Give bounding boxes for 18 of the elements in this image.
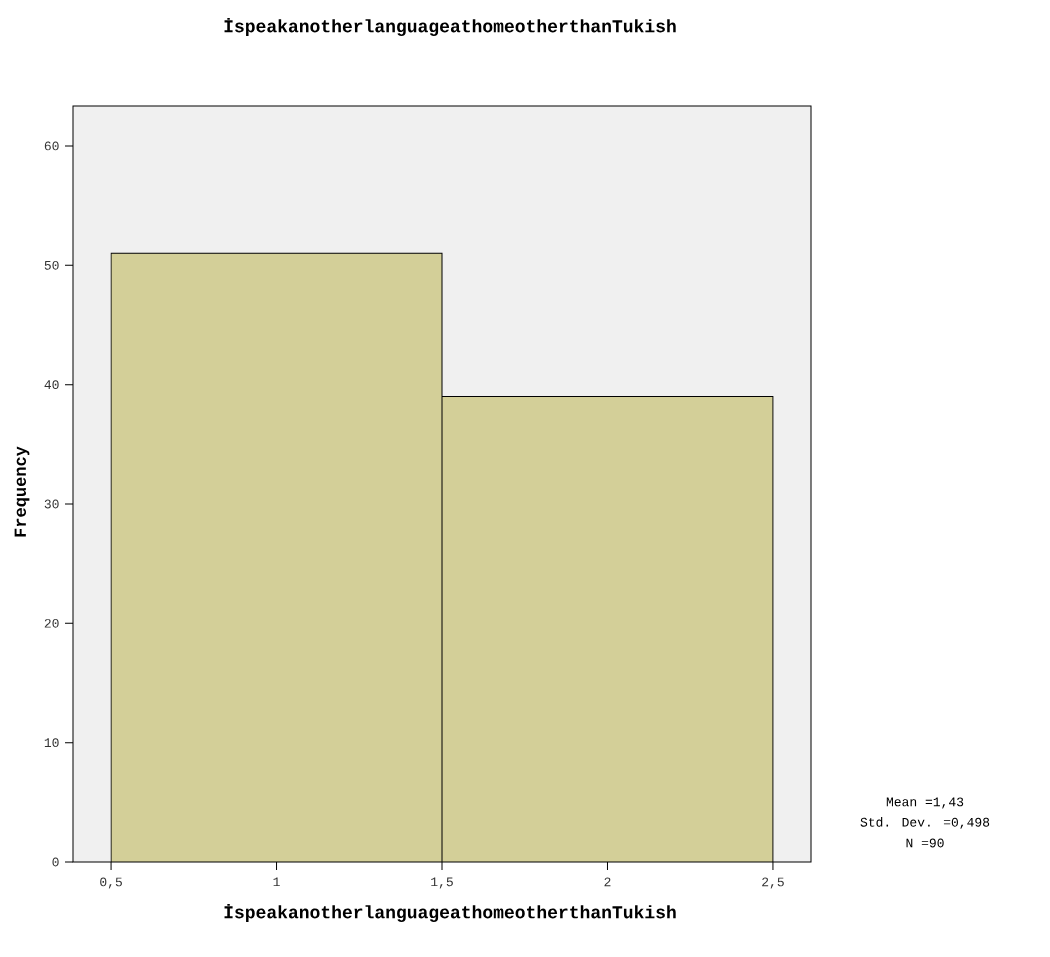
x-tick-label: 1 <box>273 877 280 887</box>
y-axis-title: Frequency <box>14 446 30 537</box>
x-tick-label: 1,5 <box>431 877 453 889</box>
x-tick-label: 0,5 <box>100 877 122 889</box>
x-axis-title: İspeakanotherlanguageathomeotherthanTukish <box>224 903 676 923</box>
text: Std. Dev. =0,498 <box>860 817 990 829</box>
text: N =90 <box>906 838 944 848</box>
y-tick-label: 10 <box>44 738 59 748</box>
y-tick-label: 50 <box>44 260 59 270</box>
y-tick-label: 40 <box>44 380 59 390</box>
y-tick-label: 60 <box>44 141 59 151</box>
y-tick-label: 30 <box>44 499 59 509</box>
text: Mean =1,43 <box>886 797 964 809</box>
chart-title: İspeakanotherlanguageathomeotherthanTukish <box>224 17 676 37</box>
y-tick-label: 20 <box>44 618 59 628</box>
x-tick-label: 2,5 <box>762 877 784 889</box>
x-tick-label: 2 <box>604 877 611 887</box>
y-tick-label: 0 <box>52 857 59 867</box>
